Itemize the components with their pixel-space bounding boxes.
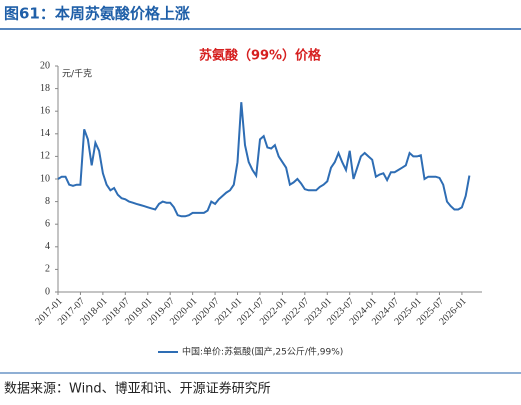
source: 数据来源：Wind、博亚和讯、开源证券研究所 <box>4 381 271 397</box>
y-tick-label: 4 <box>45 241 50 252</box>
y-tick-label: 0 <box>45 286 50 297</box>
y-tick-label: 8 <box>45 196 50 207</box>
chart-title: 苏氨酸（99%）价格 <box>199 48 322 64</box>
y-tick-label: 2 <box>45 264 50 275</box>
legend-label: 中国:单价:苏氨酸(国产,25公斤/件,99%) <box>182 346 343 358</box>
y-tick-label: 10 <box>40 173 50 184</box>
y-tick-label: 14 <box>40 128 50 139</box>
y-tick-label: 6 <box>45 218 50 229</box>
y-tick-label: 20 <box>40 60 50 71</box>
y-tick-label: 18 <box>40 83 50 94</box>
line-series <box>57 102 471 218</box>
y-axis-label: 元/千克 <box>62 69 92 80</box>
figure-title: 图61：本周苏氨酸价格上涨 <box>4 5 190 23</box>
y-tick-label: 16 <box>40 105 50 116</box>
y-tick-label: 12 <box>40 151 50 162</box>
